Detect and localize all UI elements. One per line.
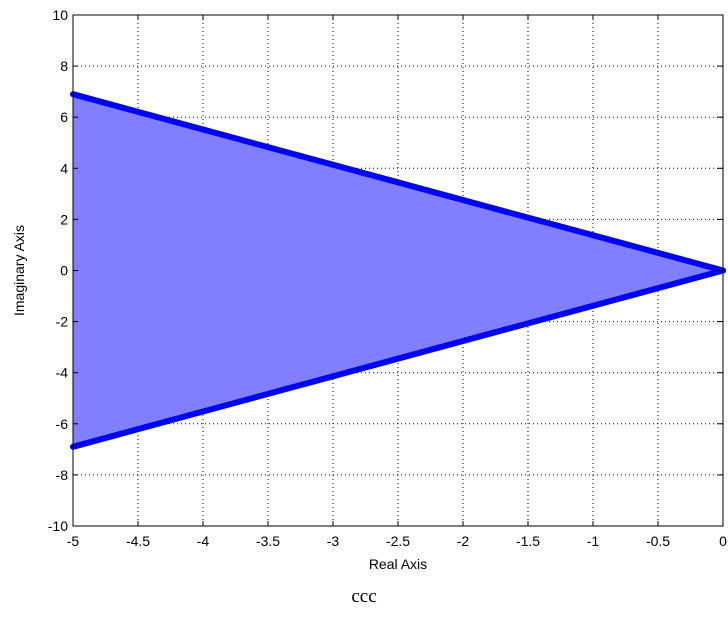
x-tick-label: 0 <box>719 533 727 549</box>
y-tick-label: 4 <box>60 160 68 176</box>
y-ticks: -10 -8 -6 -4 -2 0 2 4 6 8 10 <box>48 7 723 534</box>
y-tick-label: 6 <box>60 109 68 125</box>
y-tick-label: 0 <box>60 263 68 279</box>
y-tick-label: -8 <box>56 467 69 483</box>
x-tick-label: -4.5 <box>126 533 150 549</box>
x-tick-label: -5 <box>67 533 80 549</box>
x-tick-label: -3 <box>327 533 340 549</box>
x-tick-label: -1.5 <box>516 533 540 549</box>
x-tick-label: -2 <box>457 533 470 549</box>
x-tick-label: -4 <box>197 533 210 549</box>
region-edge-upper <box>70 91 726 274</box>
x-tick-label: -2.5 <box>386 533 410 549</box>
x-tick-label: -1 <box>587 533 600 549</box>
x-tick-label: -0.5 <box>646 533 670 549</box>
y-tick-label: 2 <box>60 211 68 227</box>
y-tick-label: -6 <box>56 416 69 432</box>
y-tick-label: 10 <box>52 7 68 23</box>
stable-region <box>70 91 726 450</box>
figure-caption: ccc <box>351 586 377 607</box>
y-tick-label: -10 <box>48 518 68 534</box>
x-tick-label: -3.5 <box>256 533 280 549</box>
y-axis-label: Imaginary Axis <box>11 225 27 316</box>
y-tick-label: -2 <box>56 314 69 330</box>
y-tick-label: 8 <box>60 58 68 74</box>
x-ticks: -5 -4.5 -4 -3.5 -3 -2.5 -2 -1.5 -1 -0.5 0 <box>67 15 727 549</box>
region-fill <box>73 94 723 447</box>
y-tick-label: -4 <box>56 365 69 381</box>
x-axis-label: Real Axis <box>369 556 427 572</box>
chart: -5 -4.5 -4 -3.5 -3 -2.5 -2 -1.5 -1 -0.5 0 -10-8-6-… <box>11 7 727 572</box>
region-edge-lower <box>70 267 726 450</box>
